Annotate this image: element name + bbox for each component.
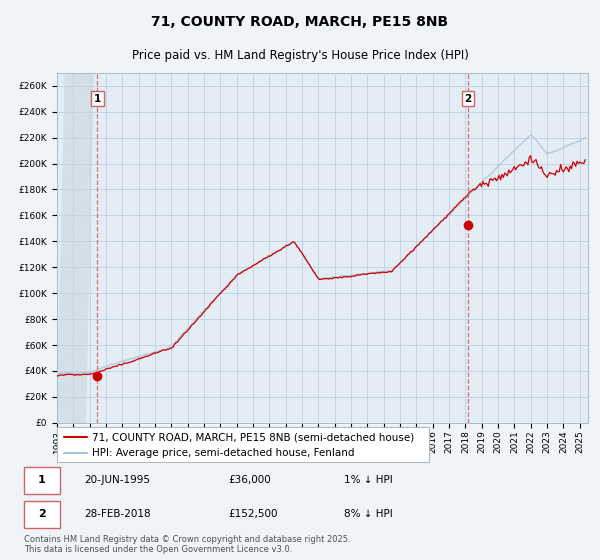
Text: 71, COUNTY ROAD, MARCH, PE15 8NB (semi-detached house): 71, COUNTY ROAD, MARCH, PE15 8NB (semi-d… <box>92 432 415 442</box>
Text: £152,500: £152,500 <box>228 509 278 519</box>
Text: 2: 2 <box>464 94 472 104</box>
Text: 20-JUN-1995: 20-JUN-1995 <box>85 475 151 485</box>
Bar <box>24 467 60 494</box>
Text: 2: 2 <box>38 509 46 519</box>
Text: Contains HM Land Registry data © Crown copyright and database right 2025.
This d: Contains HM Land Registry data © Crown c… <box>24 535 350 554</box>
Text: 71, COUNTY ROAD, MARCH, PE15 8NB: 71, COUNTY ROAD, MARCH, PE15 8NB <box>151 15 449 29</box>
Text: 28-FEB-2018: 28-FEB-2018 <box>85 509 151 519</box>
Text: Price paid vs. HM Land Registry's House Price Index (HPI): Price paid vs. HM Land Registry's House … <box>131 49 469 62</box>
Text: £36,000: £36,000 <box>228 475 271 485</box>
Text: HPI: Average price, semi-detached house, Fenland: HPI: Average price, semi-detached house,… <box>92 449 355 458</box>
Bar <box>24 501 60 528</box>
Text: 1: 1 <box>38 475 46 485</box>
Text: 8% ↓ HPI: 8% ↓ HPI <box>344 509 393 519</box>
Text: 1: 1 <box>94 94 101 104</box>
Text: 1% ↓ HPI: 1% ↓ HPI <box>344 475 393 485</box>
